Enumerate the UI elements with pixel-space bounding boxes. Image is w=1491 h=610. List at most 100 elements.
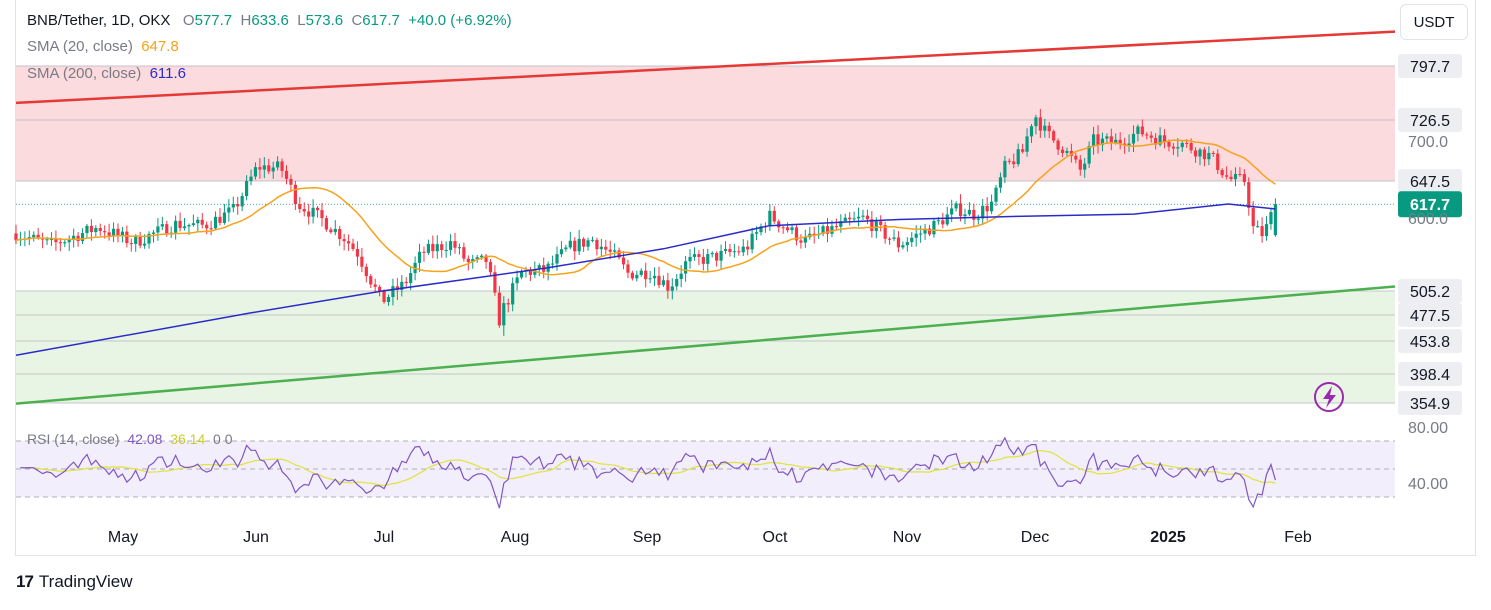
candle-body (666, 280, 670, 291)
candle-body (604, 246, 608, 250)
tradingview-logo-icon: 17 (16, 572, 34, 591)
candle-body (1087, 146, 1091, 164)
candle-body (497, 292, 501, 326)
candle-body (129, 243, 133, 245)
candle-body (728, 249, 732, 253)
last-price-badge (1398, 191, 1462, 218)
price-level-label: 453.8 (1410, 334, 1450, 351)
tradingview-brand[interactable]: 17 TradingView (16, 572, 132, 592)
candle-body (307, 211, 311, 217)
candle-body (839, 221, 843, 227)
sma200-value: 611.6 (149, 65, 186, 82)
time-tick-label: Jul (374, 529, 394, 546)
candle-body (1158, 135, 1162, 145)
candle-body (94, 228, 98, 233)
candle-body (1105, 136, 1109, 139)
candle-body (635, 274, 639, 279)
candle-body (639, 270, 643, 275)
candle-body (865, 215, 870, 220)
candle-body (404, 281, 408, 284)
candle-body (156, 226, 160, 233)
candle-body (506, 303, 510, 305)
candle-body (746, 246, 750, 250)
candle-body (32, 234, 36, 238)
candle-body (861, 215, 865, 217)
candle-body (1185, 142, 1189, 144)
candle-body (462, 247, 466, 259)
candle-body (799, 240, 803, 243)
candle-body (125, 231, 129, 244)
candle-body (364, 266, 368, 277)
candle-body (213, 216, 218, 229)
candle-body (896, 237, 901, 248)
candle-body (1043, 125, 1047, 131)
lightning-icon-glyph (1323, 386, 1336, 408)
candle-body (14, 233, 18, 241)
candle-body (613, 250, 617, 252)
candle-body (715, 253, 719, 261)
candle-body (741, 246, 745, 253)
candle-body (36, 234, 40, 238)
candle-body (887, 238, 892, 240)
candle-body (936, 220, 940, 222)
lightning-icon[interactable] (1314, 382, 1344, 412)
candle-body (697, 254, 701, 257)
candle-body (825, 226, 830, 234)
candle-body (475, 257, 479, 259)
candle-body (958, 203, 963, 217)
candle-body (945, 214, 949, 225)
candle-body (910, 237, 914, 243)
candle-body (1167, 141, 1171, 147)
price-level-badge (1398, 303, 1462, 327)
candle-body (431, 243, 435, 252)
candle-body (892, 237, 896, 239)
candle-body (883, 225, 887, 239)
candle-body (63, 242, 67, 244)
candle-body (85, 225, 89, 234)
candle-body (58, 242, 62, 244)
candle-body (621, 257, 626, 265)
candle-body (249, 176, 253, 181)
candle-body (315, 207, 320, 211)
candle-body (976, 218, 980, 220)
candle-body (688, 256, 692, 262)
candle-body (590, 239, 595, 241)
candle-body (511, 283, 515, 305)
high-value: 633.6 (251, 12, 289, 29)
candle-body (111, 228, 116, 236)
candle-body (1034, 117, 1038, 127)
candle-body (417, 251, 422, 263)
candle-body (1260, 226, 1264, 237)
candle-body (617, 250, 621, 258)
candle-body (1016, 149, 1020, 165)
symbol-label[interactable]: BNB/Tether, 1D, OKX (27, 12, 171, 29)
candle-body (1256, 226, 1260, 228)
rsi-tick-label: 40.00 (1408, 476, 1448, 493)
close-value: 617.7 (362, 12, 400, 29)
price-tick-label: 700.0 (1408, 134, 1448, 151)
candle-body (834, 226, 838, 228)
candle-body (209, 228, 213, 230)
candle-body (1065, 150, 1069, 153)
candle-body (1273, 204, 1277, 236)
candle-body (338, 228, 342, 240)
low-label: L (297, 12, 306, 29)
candle-body (391, 286, 395, 298)
candle-body (644, 270, 648, 280)
candle-body (271, 167, 275, 172)
candle-body (515, 277, 519, 284)
sma200-legend[interactable]: SMA (200, close) 611.6 (27, 65, 186, 82)
candle-body (1096, 134, 1100, 145)
candle-body (1229, 176, 1233, 180)
rsi-legend[interactable]: RSI (14, close) 42.08 36.14 0 0 (27, 431, 233, 447)
sma20-legend[interactable]: SMA (20, close) 647.8 (27, 38, 179, 55)
candle-body (262, 165, 266, 170)
candle-body (989, 201, 994, 212)
open-label: O (182, 12, 195, 29)
candle-body (116, 228, 120, 236)
currency-button[interactable]: USDT (1400, 4, 1468, 40)
candle-body (1131, 133, 1136, 144)
candle-body (954, 203, 958, 209)
candle-body (240, 196, 244, 207)
